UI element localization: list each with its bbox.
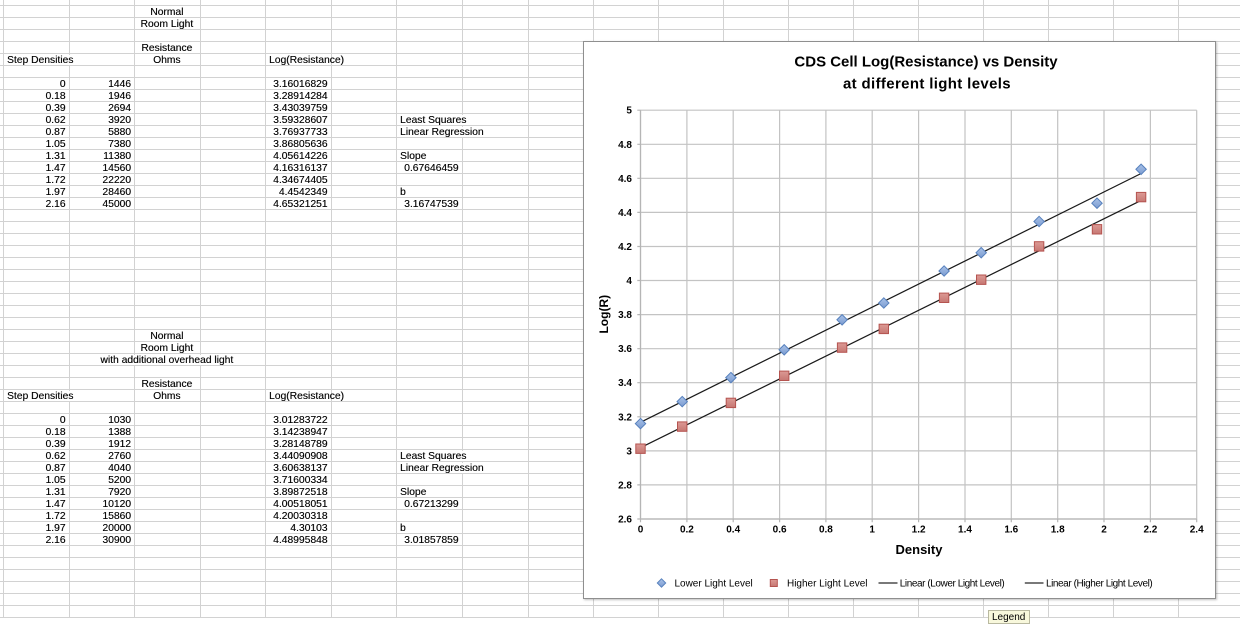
svg-text:0.6: 0.6 xyxy=(773,524,787,535)
svg-text:4.8: 4.8 xyxy=(618,139,632,150)
svg-text:4.2: 4.2 xyxy=(618,241,632,252)
svg-text:2.6: 2.6 xyxy=(618,514,632,525)
svg-text:2.2: 2.2 xyxy=(1143,524,1157,535)
svg-text:5: 5 xyxy=(626,105,632,116)
svg-text:3.4: 3.4 xyxy=(618,378,632,389)
svg-text:1.6: 1.6 xyxy=(1004,524,1018,535)
svg-text:3.6: 3.6 xyxy=(618,344,632,355)
svg-text:1.4: 1.4 xyxy=(958,524,972,535)
svg-text:0: 0 xyxy=(638,524,644,535)
svg-text:Linear (Higher Light Level): Linear (Higher Light Level) xyxy=(1046,578,1152,589)
svg-text:4.4: 4.4 xyxy=(618,207,632,218)
svg-text:2: 2 xyxy=(1101,524,1107,535)
svg-text:at different light levels: at different light levels xyxy=(843,75,1011,92)
svg-text:Linear (Lower Light Level): Linear (Lower Light Level) xyxy=(900,578,1005,589)
svg-text:4.6: 4.6 xyxy=(618,173,632,184)
svg-text:2.8: 2.8 xyxy=(618,480,632,491)
svg-text:Density: Density xyxy=(896,541,944,556)
svg-text:Higher Light Level: Higher Light Level xyxy=(787,578,867,589)
svg-text:0.4: 0.4 xyxy=(726,524,740,535)
svg-text:1.8: 1.8 xyxy=(1051,524,1065,535)
svg-text:3: 3 xyxy=(626,446,632,457)
svg-text:0.8: 0.8 xyxy=(819,524,833,535)
svg-text:Log(R): Log(R) xyxy=(597,294,611,333)
svg-text:3.8: 3.8 xyxy=(618,310,632,321)
svg-text:CDS Cell Log(Resistance) vs De: CDS Cell Log(Resistance) vs Density xyxy=(794,53,1058,70)
svg-text:Lower Light Level: Lower Light Level xyxy=(675,578,753,589)
svg-text:4: 4 xyxy=(626,275,632,286)
svg-text:0.2: 0.2 xyxy=(680,524,694,535)
svg-text:1: 1 xyxy=(869,524,875,535)
svg-text:1.2: 1.2 xyxy=(912,524,926,535)
svg-text:2.4: 2.4 xyxy=(1190,524,1204,535)
svg-text:3.2: 3.2 xyxy=(618,412,632,423)
